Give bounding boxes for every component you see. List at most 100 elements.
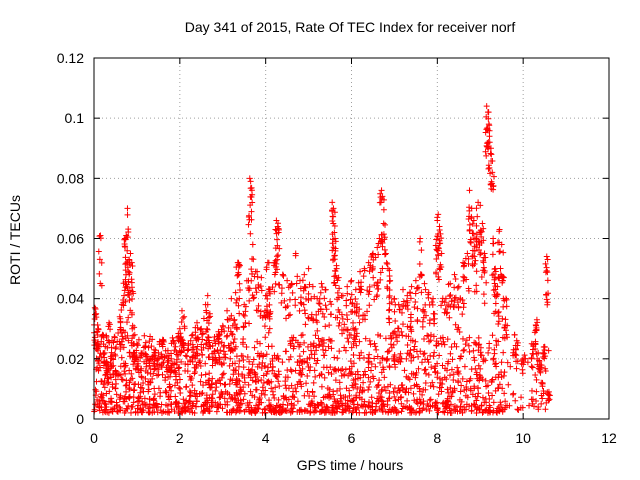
data-point (288, 334, 295, 341)
data-point (418, 289, 425, 296)
data-point (544, 277, 551, 284)
data-point (452, 276, 459, 283)
data-point (200, 315, 207, 322)
data-point (466, 221, 473, 228)
data-point (402, 303, 409, 310)
data-point (543, 296, 550, 303)
chart-title: Day 341 of 2015, Rate Of TEC Index for r… (185, 19, 516, 35)
data-point (230, 406, 237, 413)
data-point (356, 355, 363, 362)
data-point (490, 287, 497, 294)
data-point (448, 298, 455, 305)
data-point (400, 321, 407, 328)
data-point (368, 394, 375, 401)
data-point (486, 164, 493, 171)
data-point (246, 320, 253, 327)
data-point (336, 385, 343, 392)
data-point (185, 346, 192, 353)
data-point (268, 385, 275, 392)
data-point (428, 298, 435, 305)
data-point (472, 235, 479, 242)
data-point (200, 344, 207, 351)
data-point (492, 293, 499, 300)
data-point (445, 281, 452, 288)
data-point (112, 376, 119, 383)
data-point (405, 333, 412, 340)
data-point (373, 346, 380, 353)
data-point (470, 230, 477, 237)
data-point (482, 377, 489, 384)
data-point (434, 247, 441, 254)
data-point (410, 354, 417, 361)
data-point (459, 375, 466, 382)
data-point (402, 388, 409, 395)
data-point (122, 329, 129, 336)
data-point (546, 392, 553, 399)
data-point (407, 337, 414, 344)
data-point (412, 372, 419, 379)
data-point (159, 354, 166, 361)
data-point (321, 295, 328, 302)
data-point (495, 275, 502, 282)
x-tick-label: 4 (262, 430, 270, 446)
data-point (271, 352, 278, 359)
data-point (466, 226, 473, 233)
data-point (533, 326, 540, 333)
data-point (199, 409, 206, 416)
data-point (257, 283, 264, 290)
data-point (481, 399, 488, 406)
data-point (209, 342, 216, 349)
data-point (356, 319, 363, 326)
data-point (475, 362, 482, 369)
data-point (352, 338, 359, 345)
data-point (385, 395, 392, 402)
data-point (114, 402, 121, 409)
data-point (124, 332, 131, 339)
data-point (138, 352, 145, 359)
data-point (532, 371, 539, 378)
data-point (199, 351, 206, 358)
data-point (357, 374, 364, 381)
data-point (175, 409, 182, 416)
data-point (232, 343, 239, 350)
data-point (486, 127, 493, 134)
data-point (471, 357, 478, 364)
data-point (242, 308, 249, 315)
data-point (429, 379, 436, 386)
data-point (419, 318, 426, 325)
data-point (392, 317, 399, 324)
data-point (231, 316, 238, 323)
data-point (187, 377, 194, 384)
data-point (538, 392, 545, 399)
data-point (365, 364, 372, 371)
data-point (421, 280, 428, 287)
data-point (246, 175, 253, 182)
data-point (451, 302, 458, 309)
data-point (336, 285, 343, 292)
data-point (250, 294, 257, 301)
data-point (104, 375, 111, 382)
data-point (267, 310, 274, 317)
data-point (271, 288, 278, 295)
data-point (245, 221, 252, 228)
data-point (290, 394, 297, 401)
data-point (204, 334, 211, 341)
data-point (175, 352, 182, 359)
data-point (354, 401, 361, 408)
data-point (539, 383, 546, 390)
data-point (425, 402, 432, 409)
data-point (124, 211, 131, 218)
data-point (382, 335, 389, 342)
data-point (418, 359, 425, 366)
data-point (386, 363, 393, 370)
data-point (288, 382, 295, 389)
data-point (430, 295, 437, 302)
data-point (321, 314, 328, 321)
data-point (256, 401, 263, 408)
data-point (176, 384, 183, 391)
data-point (159, 337, 166, 344)
data-point (193, 346, 200, 353)
data-point (404, 404, 411, 411)
data-point (365, 374, 372, 381)
data-point (371, 355, 378, 362)
